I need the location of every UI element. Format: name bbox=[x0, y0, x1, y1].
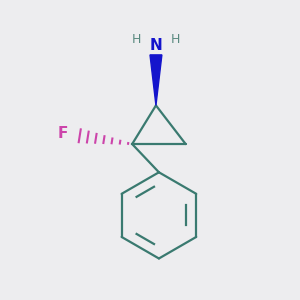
Text: H: H bbox=[132, 33, 141, 46]
Text: H: H bbox=[171, 33, 180, 46]
Text: F: F bbox=[58, 126, 68, 141]
Text: N: N bbox=[150, 38, 162, 53]
Polygon shape bbox=[150, 55, 162, 105]
